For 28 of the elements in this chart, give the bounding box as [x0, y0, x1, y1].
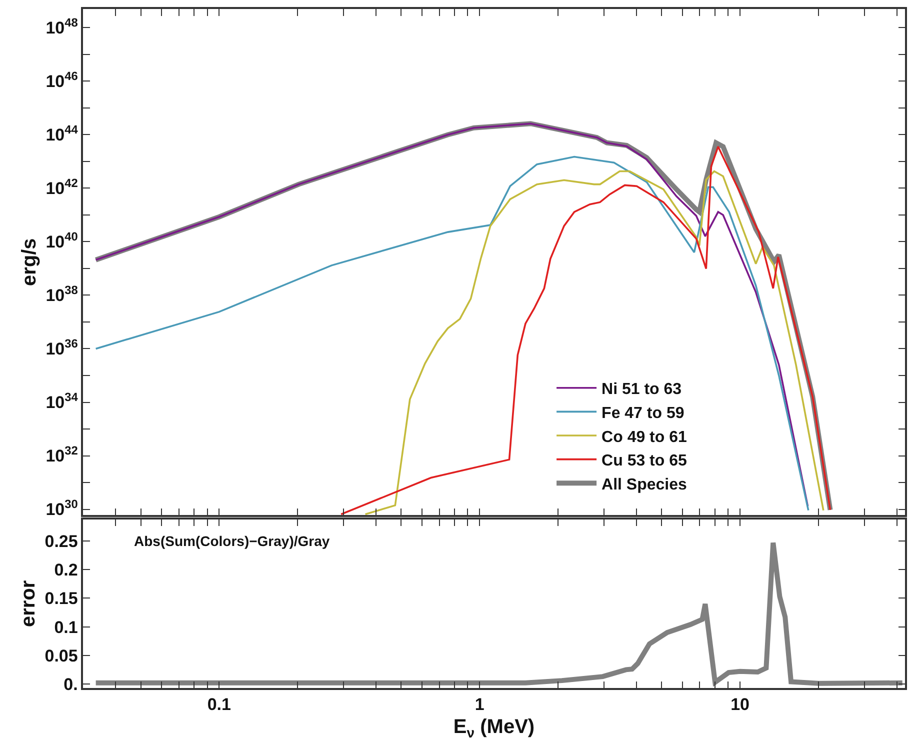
y-tick-label: 0.1	[54, 618, 78, 637]
y-axis-title: error	[18, 580, 40, 627]
y-tick-label: 10$^{44}$	[46, 122, 78, 145]
legend-label: Co 49 to 61	[602, 428, 687, 446]
y-tick-label: 10$^{30}$	[46, 497, 78, 520]
legend-label: Ni 51 to 63	[602, 381, 682, 398]
legend-label: Cu 53 to 65	[602, 452, 687, 470]
legend-label: Fe 47 to 59	[602, 404, 684, 422]
y-tick-label: 0.25	[44, 532, 78, 551]
y-tick-label: 10$^{48}$	[46, 16, 78, 38]
x-tick-label: 1	[474, 695, 484, 714]
x-tick-label: 0.1	[207, 695, 231, 714]
y-tick-label: 10$^{42}$	[46, 176, 78, 198]
y-tick-label: 10$^{46}$	[46, 69, 78, 92]
y-tick-label: 10$^{34}$	[46, 390, 78, 412]
legend-label: All Species	[602, 476, 688, 494]
y-tick-label: 10$^{38}$	[46, 283, 78, 306]
y-axis-title: erg/s	[18, 238, 41, 286]
x-tick-label: 10	[730, 695, 750, 714]
annotation: Abs(Sum(Colors)−Gray)/Gray	[134, 533, 330, 549]
y-tick-label: 10$^{32}$	[46, 444, 78, 466]
y-tick-label: 10$^{36}$	[46, 336, 78, 359]
x-axis-title: E$_{ν}$ (MeV)	[453, 716, 535, 740]
y-tick-label: 0.2	[54, 560, 78, 580]
y-tick-label: 0.	[64, 674, 78, 694]
y-tick-label: 10$^{40}$	[46, 230, 78, 252]
y-tick-label: 0.05	[44, 646, 78, 666]
y-tick-label: 0.15	[44, 589, 78, 608]
